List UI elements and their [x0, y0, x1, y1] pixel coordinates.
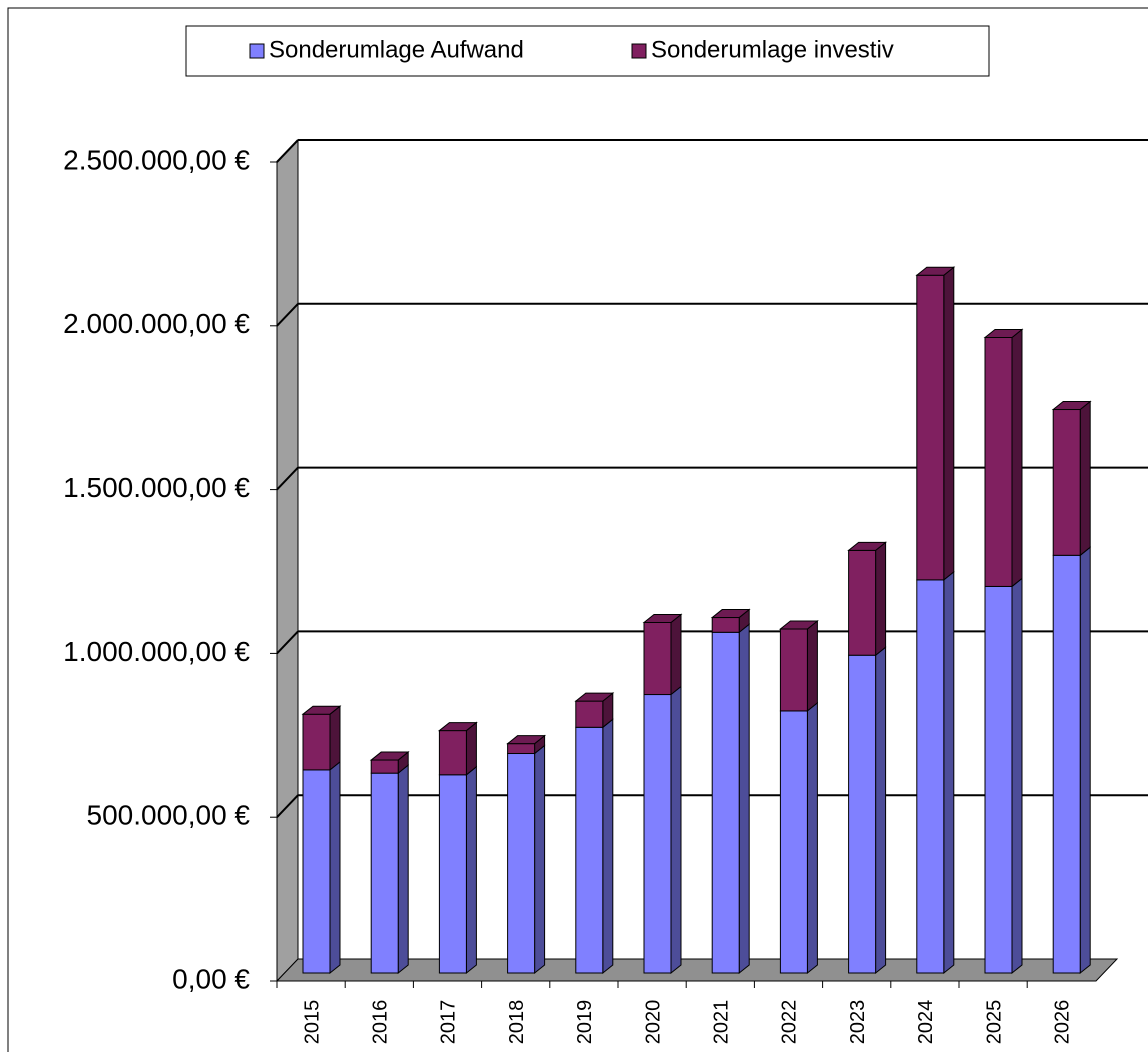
- legend-swatch: [631, 43, 647, 59]
- bar: [575, 726, 604, 974]
- grid-line: [276, 139, 299, 163]
- legend-swatch: [249, 43, 265, 59]
- x-tick-label: 2020: [642, 1000, 664, 1045]
- bar: [1052, 554, 1081, 974]
- grid-line: [276, 794, 299, 818]
- bar-side: [738, 623, 750, 975]
- bar: [1052, 409, 1081, 556]
- bar-top: [301, 705, 342, 715]
- grid-line: [276, 303, 299, 327]
- bar: [438, 730, 467, 776]
- x-tick-label: 2025: [983, 1000, 1005, 1045]
- bar-side: [329, 760, 341, 975]
- bar: [779, 628, 808, 712]
- bar-top: [778, 620, 819, 630]
- bar: [711, 617, 740, 633]
- grid-line: [276, 630, 299, 655]
- legend-box: [185, 25, 990, 77]
- side-wall: [276, 138, 299, 983]
- grid-line: [276, 466, 299, 491]
- bar: [302, 769, 331, 974]
- bar-top: [915, 266, 956, 276]
- bar-top: [369, 751, 410, 761]
- x-tick-label: 2018: [506, 1000, 528, 1045]
- bar-top: [983, 328, 1024, 338]
- bar: [916, 579, 945, 974]
- x-tick-label: 2021: [710, 1000, 732, 1045]
- bar: [643, 694, 672, 974]
- x-tick-label: 2023: [847, 1000, 869, 1045]
- bar: [916, 274, 945, 581]
- bar-side: [806, 619, 818, 712]
- x-tick-label: 2015: [301, 1000, 323, 1045]
- bar-top: [574, 692, 615, 702]
- x-tick-label: 2024: [915, 1000, 937, 1045]
- bar: [711, 631, 740, 974]
- bar: [370, 759, 399, 774]
- bar: [507, 743, 536, 755]
- chart-border: [7, 7, 1148, 1052]
- bar-side: [329, 705, 341, 771]
- bar-top: [710, 609, 751, 619]
- bar-side: [465, 721, 477, 776]
- bar: [848, 654, 877, 974]
- y-tick-label: 2.500.000,00 €: [63, 144, 250, 175]
- bar-side: [1011, 328, 1023, 588]
- bar-side: [1079, 400, 1091, 557]
- bar-side: [602, 718, 614, 975]
- bar: [302, 713, 331, 771]
- bar: [984, 585, 1013, 974]
- bar-top: [1051, 401, 1092, 411]
- x-tick-label: 2026: [1051, 1000, 1073, 1045]
- bar: [507, 753, 536, 974]
- x-tick-label: 2016: [369, 1000, 391, 1045]
- bar-side: [1011, 577, 1023, 975]
- bar: [643, 621, 672, 696]
- y-tick-label: 0,00 €: [172, 963, 250, 994]
- bar-side: [875, 541, 887, 657]
- y-tick-label: 500.000,00 €: [87, 800, 251, 831]
- bar-side: [534, 744, 546, 975]
- y-tick-label: 1.500.000,00 €: [63, 472, 250, 503]
- bar: [370, 772, 399, 974]
- bar-side: [670, 685, 682, 975]
- bar-top: [506, 735, 547, 745]
- bar-side: [670, 613, 682, 696]
- bar: [779, 710, 808, 974]
- bar: [984, 336, 1013, 587]
- y-tick-label: 2.000.000,00 €: [63, 308, 250, 339]
- bar-side: [875, 646, 887, 975]
- legend-label: Sonderumlage Aufwand: [269, 36, 524, 63]
- bar-side: [943, 266, 955, 581]
- bar-top: [642, 613, 683, 623]
- x-tick-label: 2019: [574, 1000, 596, 1045]
- x-tick-label: 2022: [779, 1000, 801, 1045]
- bar-side: [1079, 546, 1091, 975]
- y-tick-label: 1.000.000,00 €: [63, 636, 250, 667]
- bar: [438, 774, 467, 974]
- bar-side: [465, 765, 477, 975]
- bar-side: [397, 764, 409, 975]
- bar: [575, 700, 604, 728]
- bar-top: [847, 541, 888, 551]
- bar-side: [806, 701, 818, 975]
- bar-side: [943, 570, 955, 975]
- bar-top: [437, 722, 478, 732]
- legend-label: Sonderumlage investiv: [651, 36, 894, 63]
- x-tick-label: 2017: [438, 1000, 460, 1045]
- bar: [848, 549, 877, 656]
